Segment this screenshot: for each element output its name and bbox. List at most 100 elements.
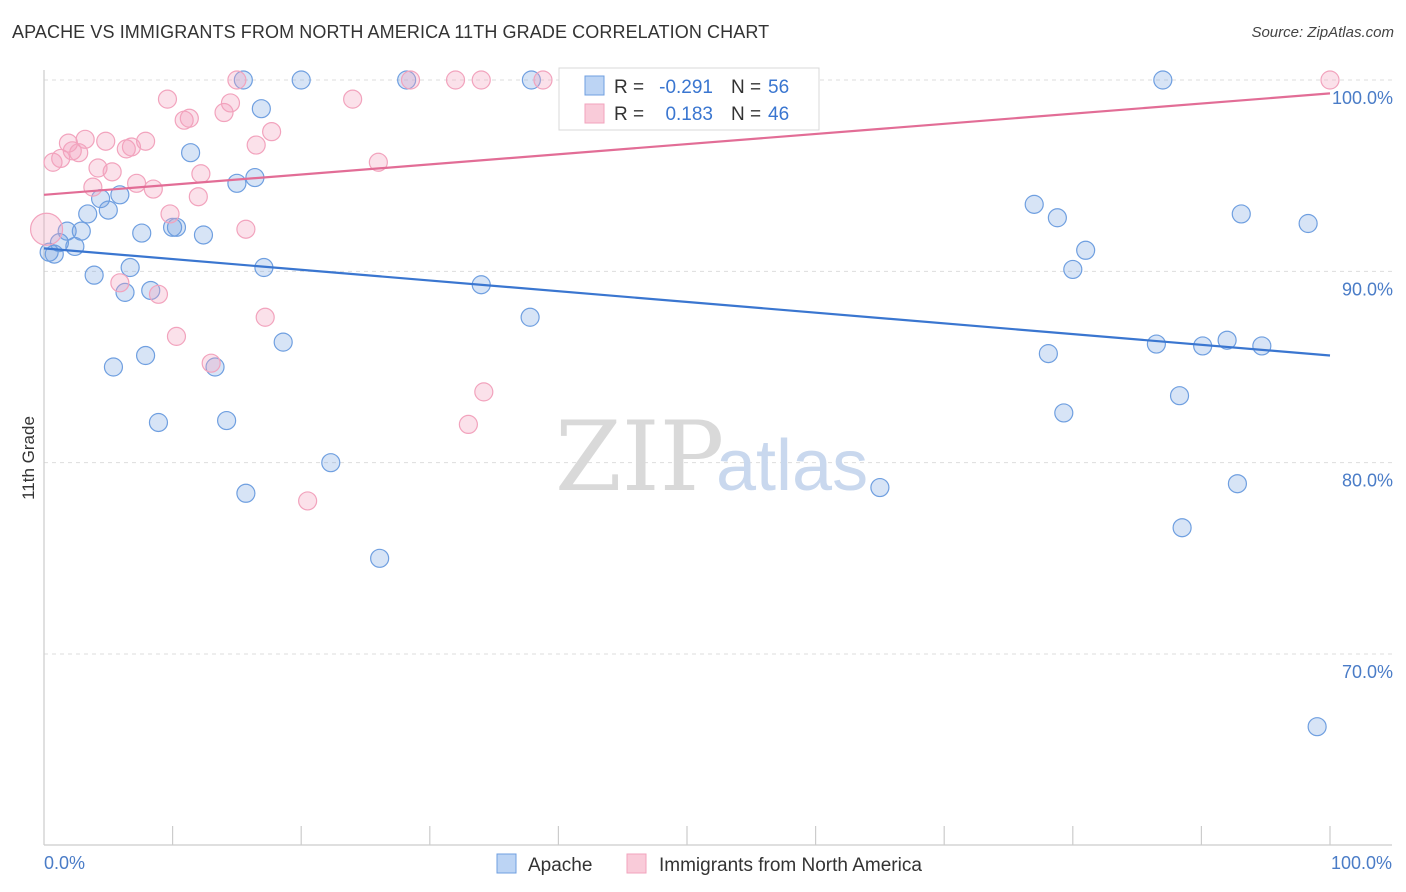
point-apache-44	[1063, 259, 1083, 280]
point-immigrants-36	[400, 70, 421, 90]
point-apache-12	[115, 282, 135, 302]
point-immigrants-8	[88, 158, 108, 178]
point-immigrants-41	[533, 70, 553, 90]
point-immigrants-34	[343, 89, 363, 109]
point-immigrants-31	[255, 307, 275, 327]
legend-r-label-immigrants: R =	[614, 104, 644, 125]
point-immigrants-37	[445, 70, 466, 90]
point-apache-15	[135, 345, 156, 366]
point-immigrants-33	[298, 491, 318, 511]
point-apache-25	[233, 70, 253, 90]
chart-title: APACHE VS IMMIGRANTS FROM NORTH AMERICA …	[12, 22, 770, 42]
point-immigrants-17	[148, 284, 169, 304]
legend-swatch-apache	[584, 75, 605, 96]
point-immigrants-6	[75, 129, 95, 149]
point-apache-11	[110, 185, 130, 205]
legend-n-label-apache: N =	[731, 77, 761, 98]
point-immigrants-16	[143, 179, 163, 199]
y-axis-label: 11th Grade	[19, 416, 38, 500]
watermark: ZIP atlas	[555, 401, 868, 513]
point-apache-33	[370, 548, 390, 568]
point-apache-32	[321, 453, 341, 473]
point-immigrants-38	[458, 414, 478, 434]
point-immigrants-26	[214, 102, 234, 123]
series-immigrants-points	[29, 70, 1340, 511]
point-immigrants-11	[110, 273, 130, 293]
y-tick-label-80: 80.0%	[1342, 471, 1393, 491]
point-immigrants-2	[51, 148, 71, 169]
point-immigrants-20	[166, 326, 187, 346]
x-tick-label-min: 0.0%	[44, 853, 85, 873]
point-apache-22	[205, 357, 225, 377]
point-apache-26	[236, 483, 256, 503]
point-immigrants-40	[474, 382, 494, 402]
trend-line-immigrants	[43, 92, 1331, 196]
point-apache-5	[71, 221, 91, 241]
point-immigrants-9	[96, 131, 116, 151]
point-immigrants-14	[126, 173, 147, 193]
point-immigrants-7	[83, 177, 103, 197]
point-immigrants-15	[135, 131, 156, 151]
bottom-legend-swatch-immigrants	[626, 853, 647, 874]
legend-n-label-immigrants: N =	[731, 104, 761, 125]
chart-source: Source: ZipAtlas.com	[1251, 24, 1394, 41]
point-apache-13	[120, 257, 140, 278]
axes	[43, 70, 1392, 846]
point-immigrants-10	[102, 162, 122, 182]
bottom-legend-label-immigrants: Immigrants from North America	[659, 855, 922, 876]
point-apache-41	[1038, 344, 1058, 364]
point-immigrants-32	[262, 122, 282, 142]
legend-n-value-immigrants: 46	[768, 104, 789, 125]
bottom-legend-label-apache: Apache	[528, 855, 592, 876]
point-apache-51	[1217, 330, 1237, 350]
point-apache-49	[1172, 518, 1192, 538]
legend-swatch-immigrants	[584, 103, 605, 124]
point-immigrants-27	[220, 93, 241, 113]
y-tick-label-100: 100.0%	[1332, 88, 1393, 108]
trend-lines	[43, 92, 1331, 357]
point-apache-28	[251, 99, 271, 119]
point-apache-39	[870, 477, 890, 498]
point-immigrants-30	[246, 135, 266, 155]
point-apache-47	[1153, 70, 1173, 90]
point-immigrants-24	[191, 164, 211, 184]
point-apache-43	[1054, 403, 1074, 423]
point-apache-55	[1298, 213, 1318, 234]
point-apache-36	[520, 307, 540, 327]
point-immigrants-39	[471, 70, 491, 90]
point-immigrants-35	[368, 152, 388, 172]
point-apache-30	[273, 332, 293, 352]
grid-lines	[44, 79, 1392, 655]
point-immigrants-44	[1320, 70, 1340, 90]
point-apache-7	[84, 265, 104, 285]
legend-r-value-apache: -0.291	[659, 77, 713, 98]
point-apache-52	[1227, 474, 1248, 494]
legend-r-value-immigrants: 0.183	[665, 104, 713, 125]
point-apache-48	[1169, 386, 1190, 406]
series-legend: Apache Immigrants from North America	[496, 853, 922, 876]
bottom-legend-swatch-apache	[496, 853, 517, 874]
point-immigrants-22	[179, 108, 199, 128]
point-apache-54	[1252, 336, 1272, 356]
point-apache-10	[103, 357, 124, 377]
point-immigrants-0	[29, 212, 64, 246]
point-apache-2	[49, 233, 70, 253]
y-tick-label-70: 70.0%	[1342, 662, 1393, 682]
watermark-atlas: atlas	[716, 426, 868, 506]
point-immigrants-29	[236, 219, 256, 239]
y-tick-label-90: 90.0%	[1342, 279, 1393, 299]
point-apache-45	[1076, 240, 1096, 260]
point-apache-53	[1231, 204, 1251, 224]
watermark-zip: ZIP	[555, 401, 724, 513]
legend-r-label-apache: R =	[614, 77, 644, 98]
x-tick-marks	[172, 826, 1331, 845]
point-immigrants-13	[121, 137, 142, 157]
point-apache-6	[78, 204, 98, 224]
y-tick-labels: 100.0% 90.0% 80.0% 70.0%	[1332, 88, 1393, 682]
point-apache-42	[1047, 208, 1067, 228]
point-apache-46	[1146, 334, 1166, 354]
point-apache-9	[98, 200, 118, 220]
point-apache-40	[1024, 194, 1044, 214]
x-tick-label-max: 100.0%	[1331, 853, 1392, 873]
